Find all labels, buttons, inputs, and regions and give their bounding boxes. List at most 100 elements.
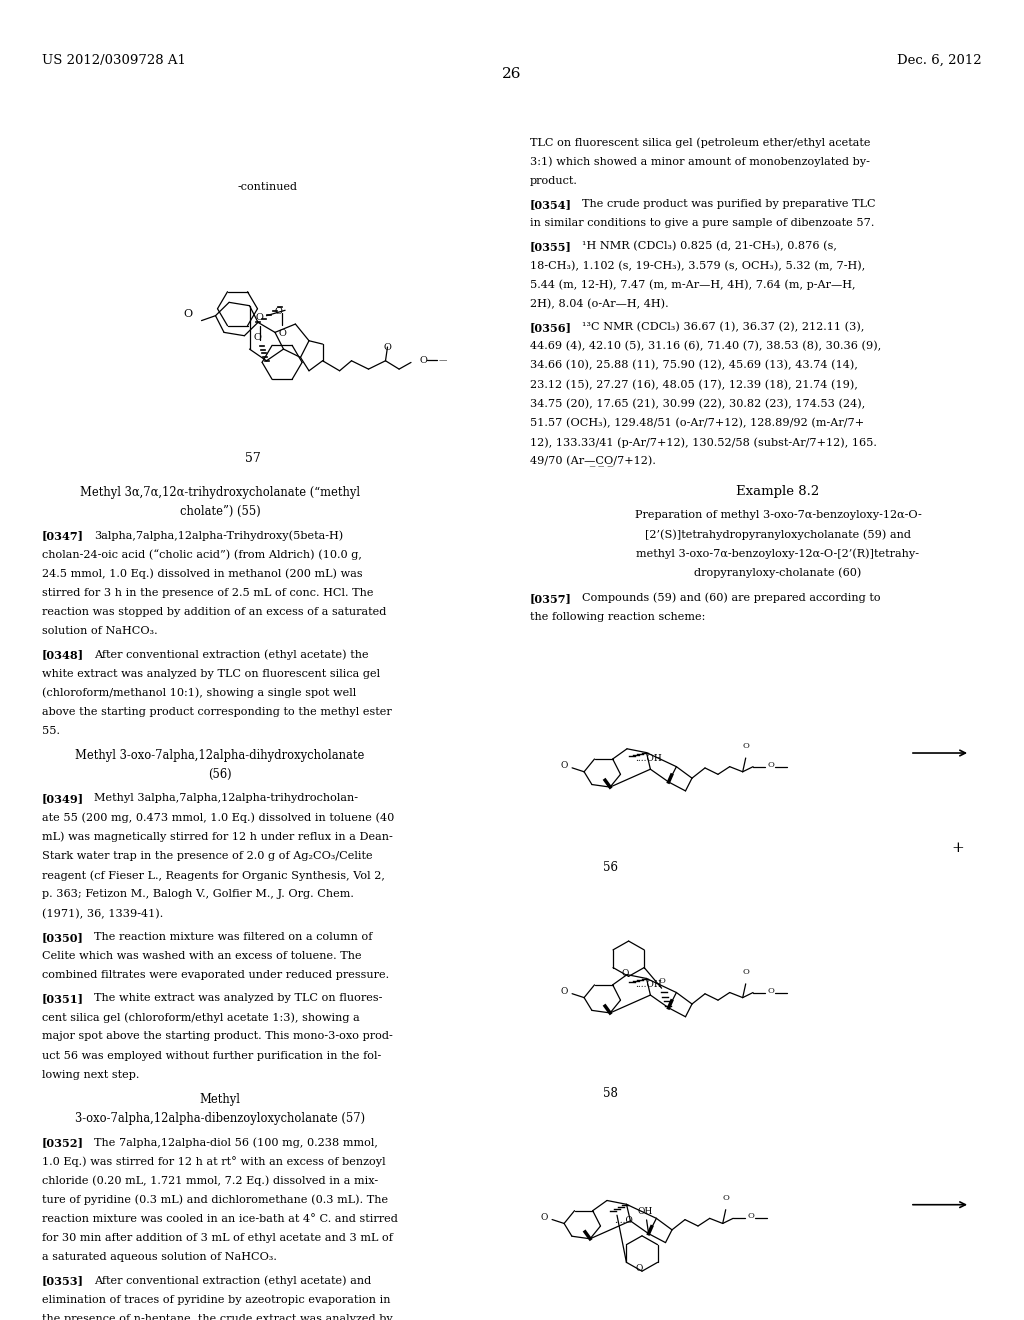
- Text: O: O: [560, 762, 567, 771]
- Text: p. 363; Fetizon M., Balogh V., Golfier M., J. Org. Chem.: p. 363; Fetizon M., Balogh V., Golfier M…: [42, 890, 354, 899]
- Text: ture of pyridine (0.3 mL) and dichloromethane (0.3 mL). The: ture of pyridine (0.3 mL) and dichlorome…: [42, 1195, 388, 1205]
- Text: dropyranyloxy-cholanate (60): dropyranyloxy-cholanate (60): [694, 568, 861, 578]
- Text: O: O: [742, 742, 750, 750]
- Text: above the starting product corresponding to the methyl ester: above the starting product corresponding…: [42, 708, 392, 717]
- Text: Preparation of methyl 3-oxo-7α-benzoyloxy-12α-O-: Preparation of methyl 3-oxo-7α-benzoylox…: [635, 511, 922, 520]
- Text: cholan-24-oic acid (“cholic acid”) (from Aldrich) (10.0 g,: cholan-24-oic acid (“cholic acid”) (from…: [42, 549, 361, 560]
- Text: mL) was magnetically stirred for 12 h under reflux in a Dean-: mL) was magnetically stirred for 12 h un…: [42, 832, 393, 842]
- Text: the following reaction scheme:: the following reaction scheme:: [530, 612, 706, 622]
- Text: Stark water trap in the presence of 2.0 g of Ag₂CO₃/Celite: Stark water trap in the presence of 2.0 …: [42, 851, 373, 861]
- Text: [2’(S)]tetrahydropyranyloxycholanate (59) and: [2’(S)]tetrahydropyranyloxycholanate (59…: [645, 529, 911, 540]
- Text: [0356]: [0356]: [530, 322, 572, 333]
- Text: ¹H NMR (CDCl₃) 0.825 (d, 21-CH₃), 0.876 (s,: ¹H NMR (CDCl₃) 0.825 (d, 21-CH₃), 0.876 …: [582, 242, 837, 252]
- Text: The 7alpha,12alpha-diol 56 (100 mg, 0.238 mmol,: The 7alpha,12alpha-diol 56 (100 mg, 0.23…: [94, 1138, 378, 1148]
- Text: -continued: -continued: [238, 182, 298, 191]
- Text: 1.0 Eq.) was stirred for 12 h at rt° with an excess of benzoyl: 1.0 Eq.) was stirred for 12 h at rt° wit…: [42, 1156, 386, 1167]
- Text: ¹³C NMR (CDCl₃) 36.67 (1), 36.37 (2), 212.11 (3),: ¹³C NMR (CDCl₃) 36.67 (1), 36.37 (2), 21…: [582, 322, 864, 333]
- Text: O: O: [767, 986, 774, 994]
- Text: cent silica gel (chloroform/ethyl acetate 1:3), showing a: cent silica gel (chloroform/ethyl acetat…: [42, 1012, 359, 1023]
- Text: O: O: [722, 1193, 729, 1201]
- Text: O: O: [254, 333, 261, 342]
- Text: Methyl 3-oxo-7alpha,12alpha-dihydroxycholanate: Methyl 3-oxo-7alpha,12alpha-dihydroxycho…: [76, 750, 365, 762]
- Text: 2H), 8.04 (o-Ar—H, 4H).: 2H), 8.04 (o-Ar—H, 4H).: [530, 298, 669, 309]
- Text: After conventional extraction (ethyl acetate) the: After conventional extraction (ethyl ace…: [94, 649, 369, 660]
- Text: OH: OH: [638, 1206, 653, 1216]
- Text: 58: 58: [602, 1086, 617, 1100]
- Text: [0352]: [0352]: [42, 1138, 84, 1148]
- Text: 44.69 (4), 42.10 (5), 31.16 (6), 71.40 (7), 38.53 (8), 30.36 (9),: 44.69 (4), 42.10 (5), 31.16 (6), 71.40 (…: [530, 341, 882, 351]
- Text: 51.57 (OCH₃), 129.48/51 (o-Ar/7+12), 128.89/92 (m-Ar/7+: 51.57 (OCH₃), 129.48/51 (o-Ar/7+12), 128…: [530, 418, 864, 428]
- Text: O: O: [560, 987, 567, 997]
- Text: ate 55 (200 mg, 0.473 mmol, 1.0 Eq.) dissolved in toluene (40: ate 55 (200 mg, 0.473 mmol, 1.0 Eq.) dis…: [42, 813, 394, 824]
- Text: 49/70 (Ar—̲C̲O̲/7+12).: 49/70 (Ar—̲C̲O̲/7+12).: [530, 457, 656, 467]
- Text: a saturated aqueous solution of NaHCO₃.: a saturated aqueous solution of NaHCO₃.: [42, 1253, 276, 1262]
- Text: Compounds (59) and (60) are prepared according to: Compounds (59) and (60) are prepared acc…: [582, 593, 881, 603]
- Text: white extract was analyzed by TLC on fluorescent silica gel: white extract was analyzed by TLC on flu…: [42, 668, 380, 678]
- Text: uct 56 was employed without further purification in the fol-: uct 56 was employed without further puri…: [42, 1051, 381, 1061]
- Text: cholate”) (55): cholate”) (55): [179, 506, 260, 519]
- Text: (chloroform/methanol 10:1), showing a single spot well: (chloroform/methanol 10:1), showing a si…: [42, 688, 356, 698]
- Text: +: +: [951, 841, 965, 855]
- Text: [0353]: [0353]: [42, 1275, 84, 1287]
- Text: ....O: ....O: [614, 1216, 633, 1225]
- Text: 3-oxo-7alpha,12alpha-dibenzoyloxycholanate (57): 3-oxo-7alpha,12alpha-dibenzoyloxycholana…: [75, 1113, 366, 1125]
- Text: O: O: [256, 313, 263, 322]
- Text: ....OH: ....OH: [635, 979, 662, 989]
- Text: chloride (0.20 mL, 1.721 mmol, 7.2 Eq.) dissolved in a mix-: chloride (0.20 mL, 1.721 mmol, 7.2 Eq.) …: [42, 1176, 378, 1187]
- Text: Methyl: Methyl: [200, 1093, 241, 1106]
- Text: 12), 133.33/41 (p-Ar/7+12), 130.52/58 (subst-Ar/7+12), 165.: 12), 133.33/41 (p-Ar/7+12), 130.52/58 (s…: [530, 437, 877, 447]
- Text: 34.75 (20), 17.65 (21), 30.99 (22), 30.82 (23), 174.53 (24),: 34.75 (20), 17.65 (21), 30.99 (22), 30.8…: [530, 399, 865, 409]
- Text: 56: 56: [602, 861, 617, 874]
- Text: Dec. 6, 2012: Dec. 6, 2012: [897, 54, 982, 67]
- Text: [0349]: [0349]: [42, 793, 84, 804]
- Text: The crude product was purified by preparative TLC: The crude product was purified by prepar…: [582, 199, 876, 209]
- Text: [0351]: [0351]: [42, 993, 84, 1005]
- Text: The white extract was analyzed by TLC on fluores-: The white extract was analyzed by TLC on…: [94, 993, 382, 1003]
- Text: Methyl 3α,7α,12α-trihydroxycholanate (“methyl: Methyl 3α,7α,12α-trihydroxycholanate (“m…: [80, 486, 360, 499]
- Text: solution of NaHCO₃.: solution of NaHCO₃.: [42, 626, 158, 636]
- Text: 3alpha,7alpha,12alpha-Trihydroxy(5beta-H): 3alpha,7alpha,12alpha-Trihydroxy(5beta-H…: [94, 531, 343, 541]
- Text: 34.66 (10), 25.88 (11), 75.90 (12), 45.69 (13), 43.74 (14),: 34.66 (10), 25.88 (11), 75.90 (12), 45.6…: [530, 360, 858, 371]
- Text: [0350]: [0350]: [42, 932, 84, 942]
- Text: [0347]: [0347]: [42, 531, 84, 541]
- Text: [0355]: [0355]: [530, 242, 571, 252]
- Text: methyl 3-oxo-7α-benzoyloxy-12α-O-[2’(R)]tetrahy-: methyl 3-oxo-7α-benzoyloxy-12α-O-[2’(R)]…: [637, 549, 920, 560]
- Text: 23.12 (15), 27.27 (16), 48.05 (17), 12.39 (18), 21.74 (19),: 23.12 (15), 27.27 (16), 48.05 (17), 12.3…: [530, 379, 858, 389]
- Text: [0357]: [0357]: [530, 593, 571, 603]
- Text: 3:1) which showed a minor amount of monobenzoylated by-: 3:1) which showed a minor amount of mono…: [530, 157, 869, 168]
- Text: reaction was stopped by addition of an excess of a saturated: reaction was stopped by addition of an e…: [42, 607, 386, 616]
- Text: O: O: [274, 306, 282, 315]
- Text: product.: product.: [530, 176, 578, 186]
- Text: (56): (56): [208, 768, 231, 781]
- Text: stirred for 3 h in the presence of 2.5 mL of conc. HCl. The: stirred for 3 h in the presence of 2.5 m…: [42, 587, 374, 598]
- Text: [0348]: [0348]: [42, 649, 84, 660]
- Text: O: O: [384, 343, 391, 352]
- Text: in similar conditions to give a pure sample of dibenzoate 57.: in similar conditions to give a pure sam…: [530, 218, 874, 228]
- Text: 55.: 55.: [42, 726, 60, 737]
- Text: O: O: [658, 977, 665, 985]
- Text: TLC on fluorescent silica gel (petroleum ether/ethyl acetate: TLC on fluorescent silica gel (petroleum…: [530, 137, 870, 148]
- Text: O: O: [183, 309, 193, 318]
- Text: O: O: [635, 1263, 643, 1272]
- Text: 24.5 mmol, 1.0 Eq.) dissolved in methanol (200 mL) was: 24.5 mmol, 1.0 Eq.) dissolved in methano…: [42, 569, 362, 579]
- Text: for 30 min after addition of 3 mL of ethyl acetate and 3 mL of: for 30 min after addition of 3 mL of eth…: [42, 1233, 393, 1243]
- Text: Celite which was washed with an excess of toluene. The: Celite which was washed with an excess o…: [42, 950, 361, 961]
- Text: After conventional extraction (ethyl acetate) and: After conventional extraction (ethyl ace…: [94, 1275, 372, 1286]
- Text: Methyl 3alpha,7alpha,12alpha-trihydrocholan-: Methyl 3alpha,7alpha,12alpha-trihydrocho…: [94, 793, 358, 804]
- Text: O: O: [767, 760, 774, 768]
- Text: 18-CH₃), 1.102 (s, 19-CH₃), 3.579 (s, OCH₃), 5.32 (m, 7-H),: 18-CH₃), 1.102 (s, 19-CH₃), 3.579 (s, OC…: [530, 260, 865, 271]
- Text: The reaction mixture was filtered on a column of: The reaction mixture was filtered on a c…: [94, 932, 373, 941]
- Text: the presence of n-heptane, the crude extract was analyzed by: the presence of n-heptane, the crude ext…: [42, 1313, 393, 1320]
- Text: O: O: [419, 356, 427, 364]
- Text: O: O: [742, 968, 750, 975]
- Text: 5.44 (m, 12-H), 7.47 (m, m-Ar—H, 4H), 7.64 (m, p-Ar—H,: 5.44 (m, 12-H), 7.47 (m, m-Ar—H, 4H), 7.…: [530, 280, 855, 290]
- Text: ....OH: ....OH: [635, 754, 662, 763]
- Text: (1971), 36, 1339-41).: (1971), 36, 1339-41).: [42, 908, 163, 919]
- Text: 57: 57: [245, 451, 261, 465]
- Text: O: O: [279, 329, 286, 338]
- Text: —: —: [439, 356, 447, 364]
- Text: lowing next step.: lowing next step.: [42, 1071, 139, 1080]
- Text: combined filtrates were evaporated under reduced pressure.: combined filtrates were evaporated under…: [42, 970, 389, 979]
- Text: major spot above the starting product. This mono-3-oxo prod-: major spot above the starting product. T…: [42, 1031, 393, 1041]
- Text: Example 8.2: Example 8.2: [736, 486, 819, 498]
